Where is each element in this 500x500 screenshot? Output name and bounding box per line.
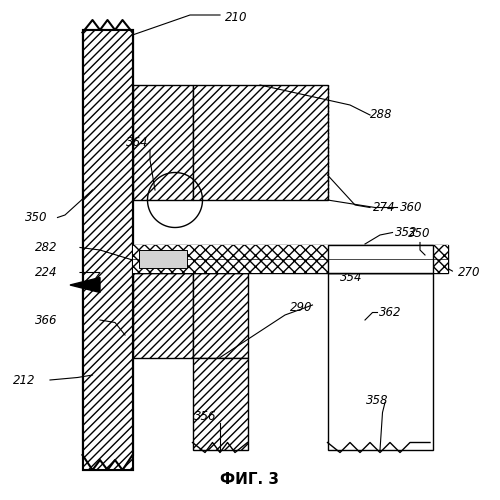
Bar <box>132 85 192 200</box>
Text: ФИГ. 3: ФИГ. 3 <box>220 472 280 488</box>
Polygon shape <box>70 278 100 292</box>
Text: 362: 362 <box>379 306 402 319</box>
Text: 274: 274 <box>372 201 395 214</box>
Bar <box>132 245 448 272</box>
Text: 358: 358 <box>366 394 389 406</box>
Text: 366: 366 <box>35 314 58 326</box>
Bar <box>82 30 132 470</box>
Bar <box>132 245 448 272</box>
Text: 350: 350 <box>25 211 48 224</box>
Bar <box>328 245 432 272</box>
Text: 282: 282 <box>35 241 58 254</box>
Text: 210: 210 <box>225 11 248 24</box>
Text: 290: 290 <box>290 301 312 314</box>
Bar <box>82 30 132 470</box>
Text: 354: 354 <box>340 271 362 284</box>
Bar <box>328 272 432 450</box>
Text: 356: 356 <box>194 410 216 422</box>
Bar <box>192 85 328 200</box>
Bar <box>192 272 248 358</box>
Text: 212: 212 <box>12 374 35 386</box>
Text: 352: 352 <box>395 226 417 239</box>
Text: 360: 360 <box>400 201 422 214</box>
Text: 288: 288 <box>370 108 392 122</box>
Bar <box>132 272 192 358</box>
Text: 364: 364 <box>126 136 149 149</box>
Bar <box>139 250 186 268</box>
Text: 224: 224 <box>35 266 58 279</box>
Bar <box>192 358 248 450</box>
Text: 270: 270 <box>458 266 480 279</box>
Text: 350: 350 <box>408 227 430 240</box>
